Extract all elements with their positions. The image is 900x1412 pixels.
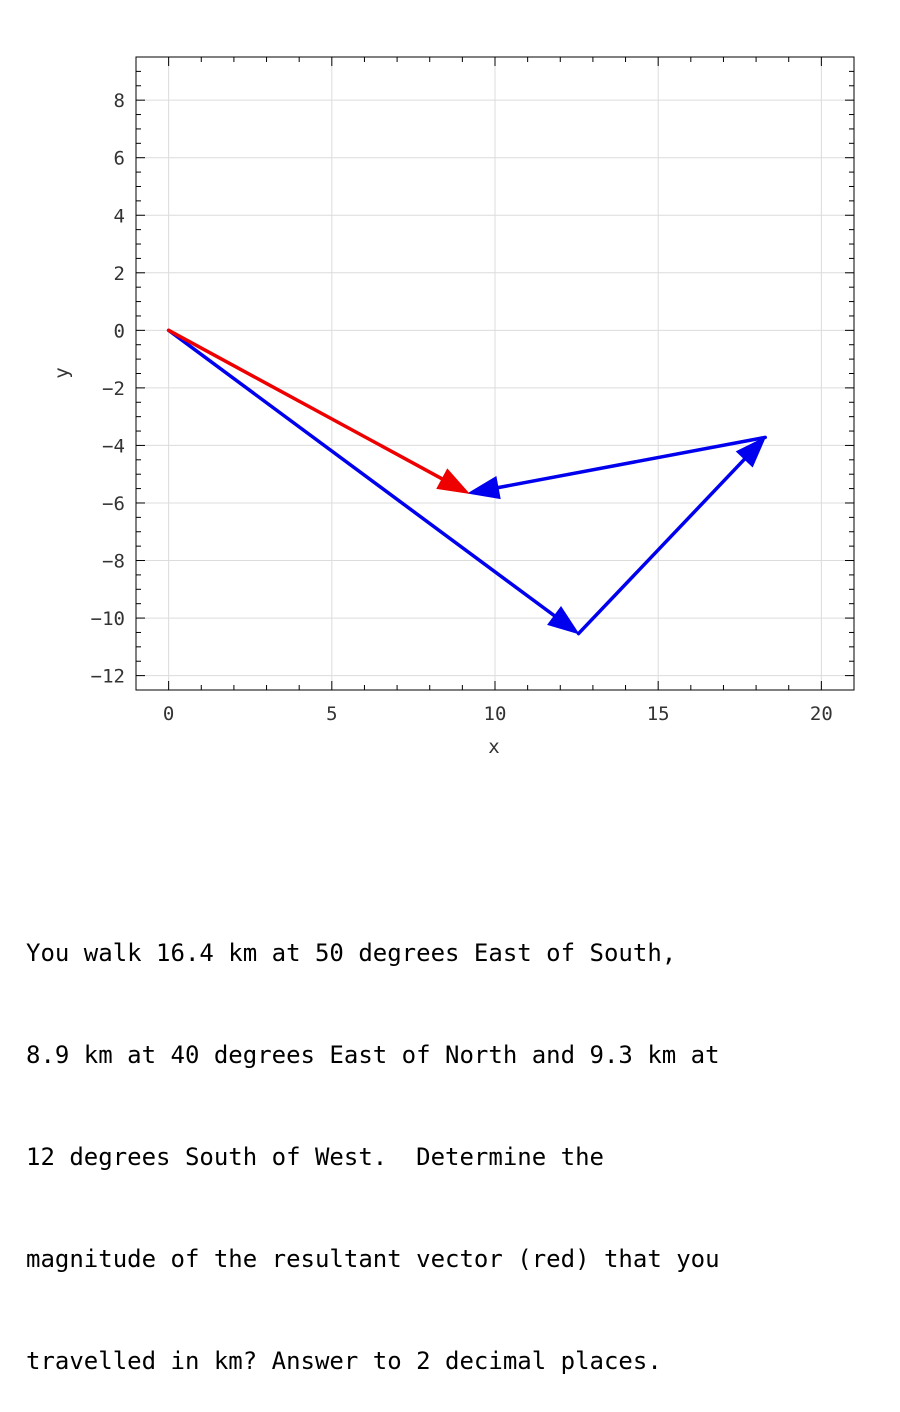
grid <box>136 57 854 690</box>
x-tick-label: 15 <box>647 703 670 725</box>
y-tick-label: −4 <box>102 435 125 457</box>
x-tick-label: 10 <box>484 703 507 725</box>
y-tick-label: 4 <box>114 205 125 227</box>
y-tick-label: −2 <box>102 378 125 400</box>
vector-chart: 0 5 10 15 20 8 6 4 2 0 −2 −4 −6 −8 −10 −12 x y <box>51 56 855 758</box>
y-tick-label: 6 <box>114 148 125 170</box>
y-tick-label: −10 <box>91 608 125 630</box>
x-tick-label: 5 <box>326 703 337 725</box>
ticks <box>135 56 855 691</box>
vector-arrowhead <box>436 468 470 494</box>
y-tick-label: −6 <box>102 493 125 515</box>
vector-shaft <box>492 435 767 491</box>
question-line: 12 degrees South of West. Determine the <box>26 1143 604 1171</box>
question-line: 8.9 km at 40 degrees East of North and 9… <box>26 1041 720 1069</box>
x-tick-label: 0 <box>163 703 174 725</box>
vector-shaft <box>166 328 560 620</box>
vector-arrowhead <box>735 436 767 468</box>
vector-arrowhead <box>547 606 580 635</box>
question-line: You walk 16.4 km at 50 degrees East of S… <box>26 939 677 967</box>
y-tick-label: 0 <box>114 320 125 342</box>
y-tick-label: 8 <box>114 90 125 112</box>
y-axis-label: y <box>51 367 73 378</box>
vectors <box>166 328 767 636</box>
x-axis-label: x <box>488 736 499 758</box>
y-tick-label: 2 <box>114 263 125 285</box>
question-line: travelled in km? Answer to 2 decimal pla… <box>26 1347 662 1375</box>
y-tick-label: −12 <box>91 666 125 688</box>
resultant-vector <box>166 328 470 494</box>
y-tick-label: −8 <box>102 551 125 573</box>
x-tick-labels: 0 5 10 15 20 <box>163 703 833 725</box>
component-vector <box>166 328 580 635</box>
x-tick-label: 20 <box>810 703 833 725</box>
question-text: You walk 16.4 km at 50 degrees East of S… <box>26 868 886 1412</box>
component-vector <box>576 436 767 636</box>
vector-arrowhead <box>467 476 501 500</box>
question-line: magnitude of the resultant vector (red) … <box>26 1245 720 1273</box>
component-vector <box>467 435 767 500</box>
vector-shaft <box>576 454 750 636</box>
y-tick-labels: 8 6 4 2 0 −2 −4 −6 −8 −10 −12 <box>91 90 125 687</box>
vector-shaft <box>166 328 448 483</box>
